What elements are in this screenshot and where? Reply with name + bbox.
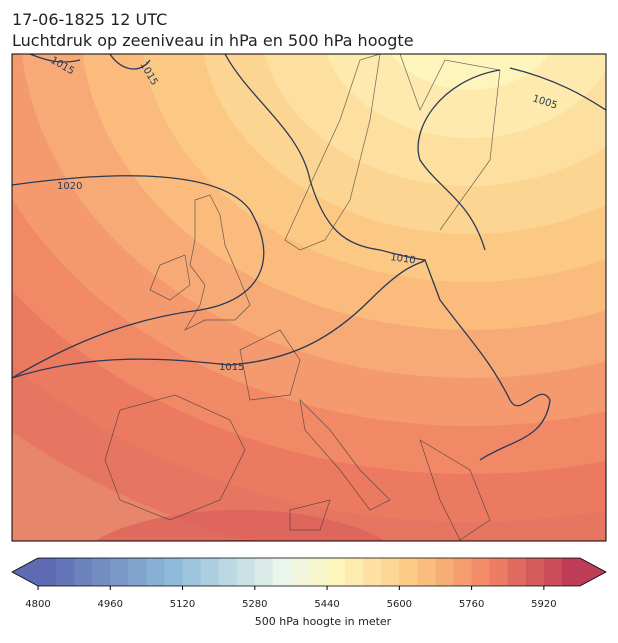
isobar-label: 1020 <box>57 181 82 192</box>
colorbar-tick-label: 5760 <box>459 599 484 610</box>
coastline <box>399 54 501 231</box>
colorbar-swatch <box>471 558 491 586</box>
colorbar-swatch <box>489 558 509 586</box>
coastline <box>289 499 331 531</box>
colorbar-swatch <box>146 558 165 586</box>
colorbar-outline <box>11 557 607 587</box>
colorbar-swatch <box>363 558 382 586</box>
colorbar-swatch <box>507 558 527 586</box>
colorbar-tick-label: 4960 <box>98 599 123 610</box>
coastline <box>184 194 251 331</box>
isobar-label: 1010 <box>390 252 417 266</box>
colorbar-extend <box>12 558 38 586</box>
colorbar-tick-label: 5440 <box>314 599 339 610</box>
colorbar-tick-label: 5600 <box>387 599 412 610</box>
coastline <box>149 254 191 301</box>
colorbar: 4800 4960 5120 5280 5440 5600 5760 5920 <box>11 557 607 610</box>
colorbar-swatch <box>309 558 328 586</box>
colorbar-swatch <box>561 558 581 586</box>
colorbar-swatch <box>453 558 472 586</box>
colorbar-tick-label: 5920 <box>531 599 556 610</box>
isobar <box>224 54 426 261</box>
height-band <box>95 510 385 541</box>
isobar <box>417 69 501 251</box>
colorbar-swatch <box>417 558 436 586</box>
colorbar-swatch <box>218 558 238 586</box>
title: 17-06-1825 12 UTC <box>12 10 167 29</box>
colorbar-extend <box>580 558 606 586</box>
colorbar-swatch <box>110 558 129 586</box>
colorbar-swatch <box>254 558 274 586</box>
isobar <box>12 258 551 461</box>
colorbar-swatch <box>272 558 292 586</box>
colorbar-swatch <box>164 558 183 586</box>
colorbar-swatch <box>327 558 346 586</box>
colorbar-swatch <box>200 558 220 586</box>
colorbar-swatch <box>525 558 545 586</box>
colorbar-swatch <box>543 558 563 586</box>
colorbar-swatch <box>56 558 75 586</box>
colorbar-label: 500 hPa hoogte in meter <box>255 615 392 628</box>
isobar-label: 1015 <box>219 362 244 373</box>
colorbar-swatch <box>92 558 111 586</box>
map-frame <box>11 53 607 542</box>
colorbar-swatch <box>38 558 57 586</box>
colorbar-tick-label: 5280 <box>242 599 267 610</box>
colorbar-swatch <box>128 558 147 586</box>
coastline <box>419 439 491 541</box>
colorbar-swatch <box>74 558 93 586</box>
colorbar-swatch <box>290 558 310 586</box>
height-band <box>391 54 549 90</box>
coastline <box>284 54 381 251</box>
coastline <box>104 394 246 521</box>
colorbar-swatch <box>435 558 454 586</box>
isobar <box>109 54 151 70</box>
colorbar-swatch <box>381 558 400 586</box>
colorbar-swatch <box>236 558 256 586</box>
coastline <box>299 398 391 511</box>
subtitle: Luchtdruk op zeeniveau in hPa en 500 hPa… <box>12 31 414 50</box>
colorbar-tick-label: 5120 <box>170 599 195 610</box>
isobar <box>509 67 606 111</box>
colorbar-swatch <box>345 558 364 586</box>
colorbar-tick-label: 4800 <box>25 599 50 610</box>
colorbar-swatch <box>182 558 201 586</box>
isobar <box>12 175 265 379</box>
isobar <box>29 54 81 63</box>
isobars <box>12 54 606 461</box>
colorbar-swatch <box>399 558 418 586</box>
height-bands <box>12 54 606 541</box>
coastlines <box>104 54 501 541</box>
coastline <box>239 329 301 401</box>
